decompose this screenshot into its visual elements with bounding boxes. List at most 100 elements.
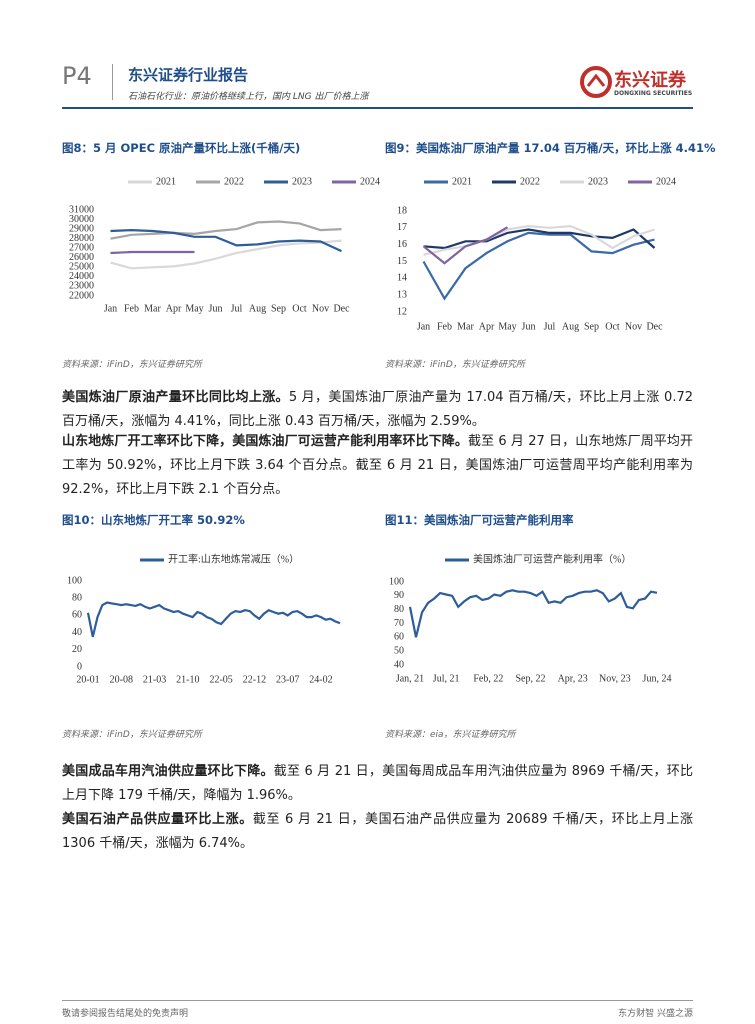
legend-label: 2024	[656, 176, 676, 187]
x-tick-label: Nov	[625, 321, 642, 332]
y-tick-label: 13	[397, 289, 407, 300]
x-tick-label: Oct	[292, 303, 307, 314]
x-tick-label: Oct	[605, 321, 620, 332]
x-tick-label: Aug	[249, 303, 266, 314]
paragraph: 山东地炼厂开工率环比下降，美国炼油厂可运营产能利用率环比下降。截至 6 月 27…	[62, 430, 693, 502]
series-line	[422, 231, 655, 301]
y-tick-label: 24000	[69, 271, 94, 282]
x-tick-label: Jan	[104, 303, 117, 314]
legend-label: 开工率:山东地炼常减压（%）	[168, 552, 299, 565]
paragraph: 美国石油产品供应量环比上涨。截至 6 月 21 日，美国石油产品供应量为 206…	[62, 808, 693, 856]
footer-rule	[62, 1000, 693, 1001]
legend-label: 2024	[360, 176, 380, 187]
x-tick-label: Jan	[417, 321, 430, 332]
x-tick-label: Feb	[124, 303, 139, 314]
x-tick-label: Sep	[271, 303, 286, 314]
figure-caption: 图8：5 月 OPEC 原油产量环比上涨(千桶/天)	[62, 141, 301, 155]
x-tick-label: 22-12	[243, 674, 266, 685]
legend-label: 2021	[156, 176, 176, 187]
series-line	[422, 226, 509, 265]
logo-icon	[580, 66, 612, 98]
y-tick-label: 100	[389, 576, 404, 587]
y-tick-label: 26000	[69, 252, 94, 263]
x-tick-label: Mar	[144, 303, 161, 314]
y-tick-label: 16	[397, 239, 407, 250]
y-tick-label: 12	[397, 306, 407, 317]
x-tick-label: Jul	[231, 303, 243, 314]
series-line	[110, 239, 342, 270]
report-subtitle: 石油石化行业：原油价格继续上行，国内 LNG 出厂价格上涨	[128, 92, 369, 102]
y-tick-label: 0	[77, 661, 82, 672]
separator	[112, 64, 113, 100]
legend-label: 2021	[452, 176, 472, 187]
footer-right: 东方财智 兴盛之源	[618, 1009, 693, 1019]
y-tick-label: 27000	[69, 243, 94, 254]
x-tick-label: Aug	[562, 321, 579, 332]
x-tick-label: 22-05	[209, 674, 232, 685]
series-line	[423, 228, 656, 250]
y-tick-label: 31000	[69, 204, 94, 215]
paragraph: 美国炼油厂原油产量环比同比均上涨。5 月，美国炼油厂原油产量为 17.04 百万…	[62, 386, 693, 434]
footer-left: 敬请参阅报告结尾处的免责声明	[62, 1009, 189, 1019]
y-tick-label: 100	[67, 575, 82, 586]
x-tick-label: 20-08	[110, 674, 133, 685]
y-tick-label: 60	[394, 632, 404, 643]
x-tick-label: Dec	[646, 321, 663, 332]
logo-text: 东兴证券	[614, 70, 686, 91]
x-tick-label: Apr	[166, 303, 182, 314]
series-line	[423, 224, 655, 256]
x-tick-label: 21-03	[143, 674, 166, 685]
y-tick-label: 25000	[69, 262, 94, 273]
y-tick-label: 30000	[69, 214, 94, 225]
chart: 40 50 60 70 80 90 100 Jan, 21 Jul, 21 Feb, 22 Sep,…	[389, 552, 672, 684]
report-title: 东兴证券行业报告	[128, 66, 249, 84]
series-line	[110, 228, 342, 253]
x-tick-label: Jul, 21	[433, 673, 460, 684]
y-tick-label: 40	[72, 627, 82, 638]
y-tick-label: 15	[397, 256, 407, 267]
paragraph-lead: 山东地炼厂开工率环比下降，美国炼油厂可运营产能利用率环比下降。	[62, 434, 468, 449]
paragraph-text: 截至 6 月 21 日，美国每周成品车用汽油供应量为 8969 千桶/天，环比上…	[62, 764, 693, 803]
x-tick-label: Feb	[437, 321, 452, 332]
x-tick-label: 20-01	[76, 674, 99, 685]
x-tick-label: Jun, 24	[643, 673, 672, 684]
y-tick-label: 17	[397, 222, 407, 233]
series-line	[110, 220, 342, 240]
x-tick-label: Jun	[522, 321, 536, 332]
x-tick-label: Jul	[544, 321, 556, 332]
header-rule	[62, 107, 693, 109]
x-tick-label: Mar	[457, 321, 474, 332]
x-tick-label: 21-10	[176, 674, 199, 685]
legend-label: 2022	[224, 176, 244, 187]
x-tick-label: Feb, 22	[473, 673, 503, 684]
series-line	[86, 601, 341, 638]
figure-source: 资料来源：iFinD，东兴证券研究所	[62, 730, 202, 740]
x-tick-label: Nov, 23	[599, 673, 631, 684]
series-line	[110, 250, 195, 255]
figure-source: 资料来源：iFinD，东兴证券研究所	[385, 360, 525, 370]
x-tick-label: Jan, 21	[396, 673, 424, 684]
chart: 12 13 14 15 16 17 18 Jan Feb Mar Apr May Jun Jul Aug Se…	[397, 176, 676, 332]
x-tick-label: Dec	[333, 303, 350, 314]
x-tick-label: May	[185, 303, 203, 314]
y-tick-label: 40	[394, 659, 404, 670]
logo-subtext: DONGXING SECURITIES	[614, 90, 693, 97]
x-tick-label: 23-07	[276, 674, 299, 685]
figure-caption: 图11：美国炼油厂可运营产能利用率	[385, 513, 574, 527]
y-tick-label: 28000	[69, 233, 94, 244]
y-tick-label: 23000	[69, 281, 94, 292]
series-line	[408, 589, 658, 638]
paragraph-lead: 美国石油产品供应量环比上涨。	[62, 812, 253, 827]
legend-label: 美国炼油厂可运营产能利用率（%）	[473, 552, 631, 565]
y-tick-label: 29000	[69, 223, 94, 234]
figure-caption: 图10：山东地炼厂开工率 50.92%	[62, 513, 245, 527]
x-tick-label: Sep, 22	[515, 673, 545, 684]
x-tick-label: Sep	[584, 321, 599, 332]
y-tick-label: 60	[72, 610, 82, 621]
y-tick-label: 20	[72, 644, 82, 655]
chart: 2200023000240002500026000270002800029000…	[69, 176, 380, 314]
y-tick-label: 50	[394, 645, 404, 656]
y-tick-label: 70	[394, 618, 404, 629]
y-tick-label: 80	[394, 604, 404, 615]
y-tick-label: 14	[397, 273, 407, 284]
